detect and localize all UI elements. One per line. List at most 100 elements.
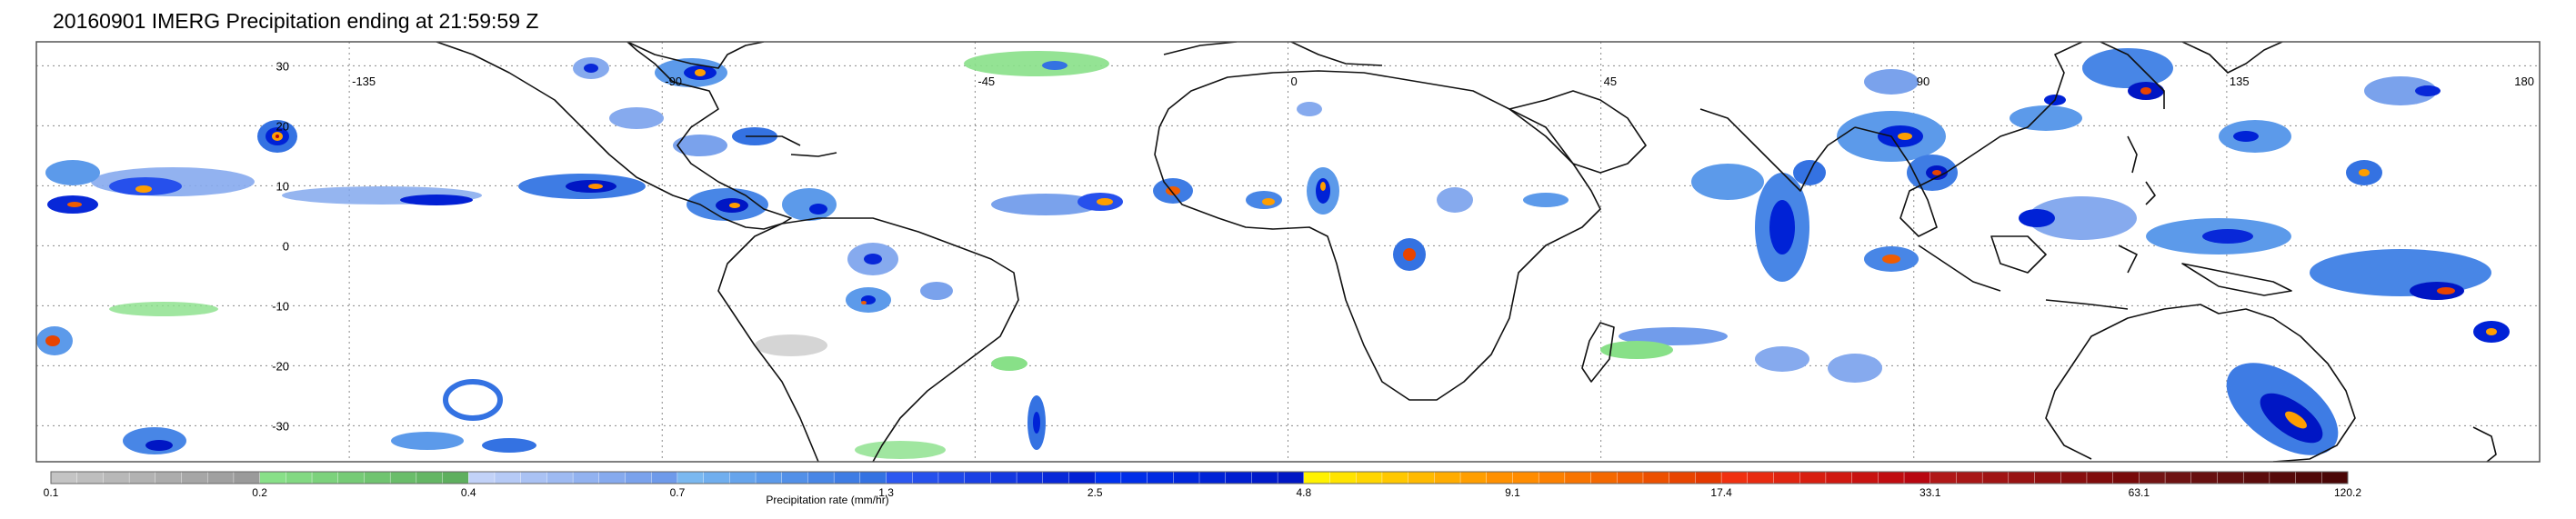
colorbar-tick-label: 120.2 [2334,486,2361,499]
colorbar-cell [2112,471,2140,484]
colorbar-cell [1225,471,1253,484]
colorbar-cell [1277,471,1305,484]
colorbar-cell [494,471,522,484]
colorbar-tick-label: 0.2 [252,486,267,499]
colorbar-cell [1068,471,1096,484]
precip-cluster-east-pacific-itcz [45,160,646,214]
colorbar-cell [207,471,235,484]
colorbar-cell [729,471,757,484]
colorbar-cell [76,471,105,484]
colorbar-cell [1042,471,1070,484]
colorbar-tick-label: 63.1 [2129,486,2150,499]
colorbar-cell [990,471,1017,484]
colorbar-tick-label: 17.4 [1710,486,1732,499]
colorbar-cell [520,471,548,484]
colorbar-cell [50,471,78,484]
colorbar-cell [886,471,913,484]
colorbar-cell [468,471,496,484]
colorbar-cell [833,471,861,484]
coast-us-east [626,42,765,69]
precip-cluster-tasman-sea [1600,341,2339,455]
colorbar-cell [964,471,992,484]
colorbar-cell [937,471,966,484]
colorbar-cell [755,471,783,484]
colorbar-cell [912,471,939,484]
colorbar-cell [1564,471,1592,484]
coast-africa [1154,70,1601,401]
colorbar-cell [703,471,731,484]
colorbar-cell [128,471,156,484]
latitude-label: 10 [276,179,289,193]
colorbar-cell [625,471,652,484]
colorbar-cell [1486,471,1514,484]
colorbar-cell [572,471,600,484]
latitude-label: 0 [283,239,289,253]
latitude-label: -10 [272,299,289,313]
colorbar-cell [181,471,208,484]
colorbar-cell [1799,471,1827,484]
colorbar-cell [1956,471,1983,484]
colorbar-cell [1303,471,1331,484]
precip-cluster-indian-ocean [1619,160,1826,372]
colorbar-tick-label: 1.3 [878,486,894,499]
colorbar-cell [1329,471,1357,484]
coast-india [1699,108,1856,192]
colorbar-tick-label: 0.1 [44,486,59,499]
latitude-label: 20 [276,119,289,133]
precip-cluster-south-america [755,243,1027,371]
colorbar-cell [1747,471,1775,484]
longitude-label: 0 [1291,75,1298,88]
latitude-label: -30 [272,419,289,433]
coast-europe [1163,42,1383,66]
colorbar-cell [389,471,417,484]
longitude-label: -90 [665,75,682,88]
colorbar-cell [442,471,469,484]
colorbar-tick-label: 0.7 [670,486,686,499]
coast-japan-china [2100,42,2283,109]
colorbar-cells [50,471,2349,484]
colorbar-cell [2190,471,2219,484]
colorbar-cell [546,471,574,484]
colorbar-tick-label: 4.8 [1296,486,1311,499]
colorbar-cell [1538,471,1566,484]
longitude-label: 180 [2514,75,2534,88]
longitude-label: 90 [1917,75,1929,88]
colorbar-cell [2060,471,2088,484]
colorbar-cell [1617,471,1644,484]
map-border [35,41,2541,463]
colorbar-cell [1669,471,1697,484]
coast-philippines [2127,135,2156,205]
coast-madagascar [1581,322,1615,383]
precip-cluster-hawaii [257,120,297,153]
colorbar-cell [1929,471,1958,484]
coast-new-zealand [2472,426,2497,462]
coast-southeast-asia [1854,42,2083,237]
precip-cluster-north-america [609,51,1322,129]
longitude-label: 135 [2230,75,2250,88]
colorbar-cell [155,471,183,484]
colorbar-cell [416,471,444,484]
colorbar-cell [311,471,339,484]
colorbar-cell [1251,471,1278,484]
colorbar-cell [2086,471,2114,484]
colorbar-cell [1981,471,2010,484]
colorbar-cell [2242,471,2270,484]
colorbar-cell [1459,471,1488,484]
colorbar-cell [103,471,130,484]
colorbar-cell [1408,471,1436,484]
latitude-labels: 30 20 10 0 -10 -20 -30 [272,59,289,433]
colorbar-cell [1720,471,1749,484]
colorbar-cell [1851,471,1879,484]
colorbar-cell [1381,471,1409,484]
colorbar-tick-labels: 0.1 0.2 0.4 0.7 1.3 2.5 4.8 9.1 17.4 33.1 63.1 120.… [44,486,2362,499]
colorbar-cell [1173,471,1200,484]
coast-australia [2045,304,2356,462]
colorbar-cell [2321,471,2349,484]
colorbar-cell [1642,471,1670,484]
colorbar-cell [807,471,835,484]
colorbar-cell [1198,471,1227,484]
longitude-label: 45 [1604,75,1617,88]
colorbar-cell [259,471,287,484]
colorbar-cell [364,471,391,484]
